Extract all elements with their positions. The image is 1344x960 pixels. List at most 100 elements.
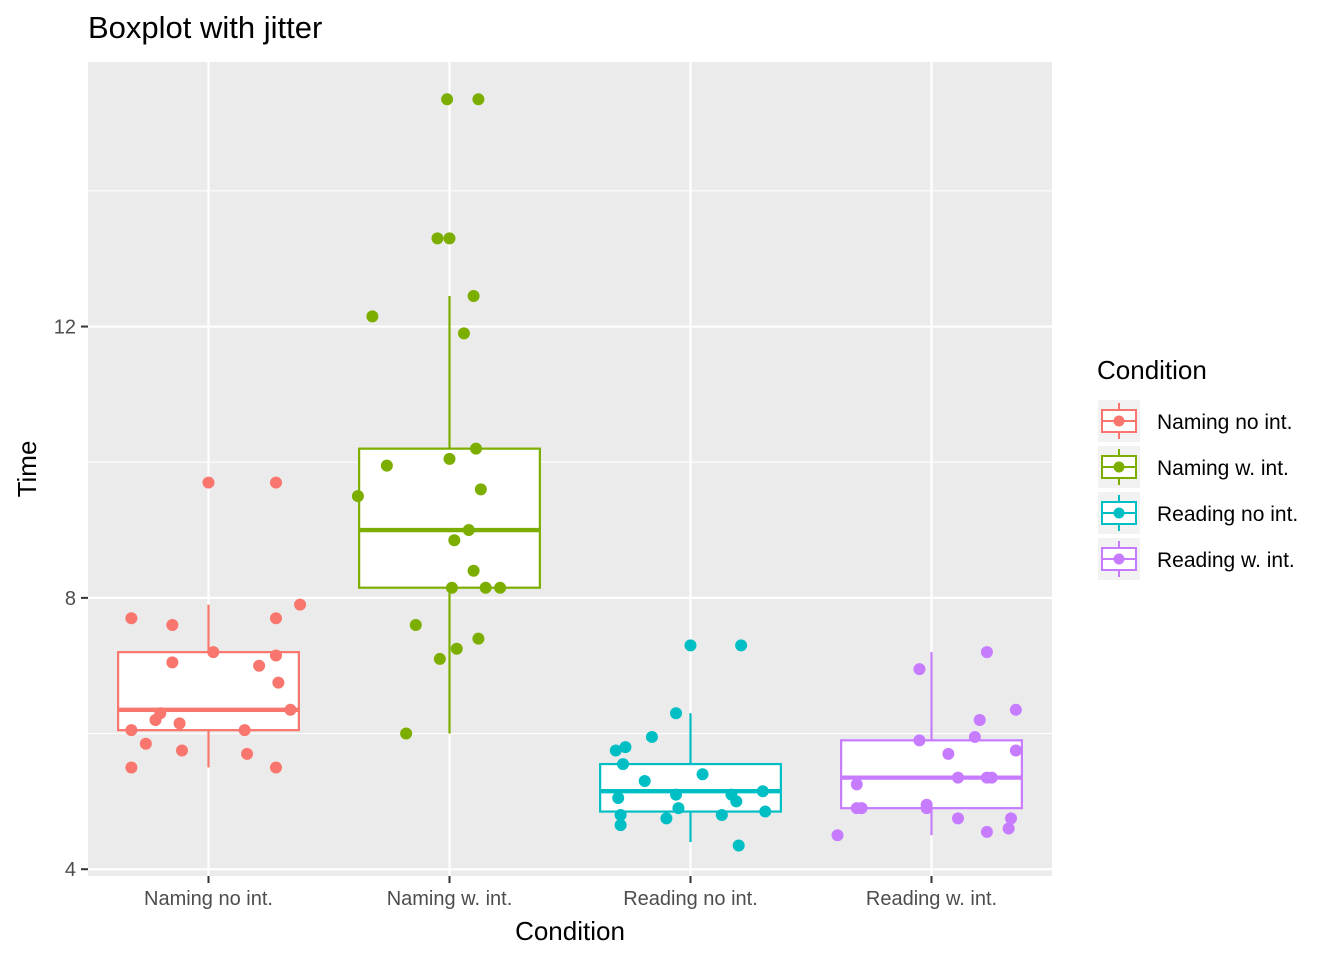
data-point [139, 737, 152, 750]
data-point [638, 775, 651, 788]
data-point [380, 459, 393, 472]
data-point [125, 612, 138, 625]
data-point [443, 452, 456, 465]
data-point [294, 598, 307, 611]
data-point [173, 717, 186, 730]
boxes [117, 296, 1023, 843]
legend: Condition Naming no int. Naming w. int. Re… [1097, 355, 1298, 580]
data-point [166, 619, 179, 632]
data-point [443, 232, 456, 245]
data-point [154, 707, 167, 720]
data-point [670, 707, 683, 720]
data-point [467, 564, 480, 577]
data-point [609, 744, 622, 757]
data-point [241, 747, 254, 760]
box [599, 762, 782, 813]
data-point [474, 483, 487, 496]
data-point [980, 646, 993, 659]
data-point [448, 534, 461, 547]
data-point [1009, 744, 1022, 757]
box [358, 447, 541, 589]
data-point [980, 825, 993, 838]
data-point [269, 761, 282, 774]
y-tick-label: 8 [65, 588, 76, 610]
data-point [735, 639, 748, 652]
data-point [619, 741, 632, 754]
x-tick-label: Reading no int. [623, 888, 758, 910]
data-point [985, 771, 998, 784]
legend-title: Condition [1097, 355, 1207, 385]
data-point [470, 442, 483, 455]
x-tick-label: Naming no int. [144, 888, 273, 910]
data-point [672, 802, 685, 815]
legend-label: Naming no int. [1157, 411, 1292, 434]
data-point [730, 795, 743, 808]
data-point [125, 724, 138, 737]
data-point [366, 310, 379, 323]
legend-key-point [1113, 507, 1125, 519]
legend-label: Reading no int. [1157, 503, 1298, 526]
legend-label: Reading w. int. [1157, 549, 1295, 572]
data-point [660, 812, 673, 825]
data-point [202, 476, 215, 489]
data-point [269, 612, 282, 625]
data-point [756, 785, 769, 798]
data-point [1002, 822, 1015, 835]
data-point [942, 747, 955, 760]
data-point [457, 327, 470, 340]
data-point [612, 791, 625, 804]
legend-key-point [1113, 461, 1125, 473]
data-point [973, 713, 986, 726]
data-point [715, 808, 728, 821]
data-point [684, 639, 697, 652]
data-point [125, 761, 138, 774]
data-point [759, 805, 772, 818]
data-point [462, 524, 475, 537]
jitter-points [125, 93, 1022, 852]
data-point [400, 727, 413, 740]
data-point [272, 676, 285, 689]
data-point [831, 829, 844, 842]
data-point [409, 619, 422, 632]
data-point [614, 819, 627, 832]
x-axis: Naming no int. Naming w. int. Reading no i… [144, 876, 997, 910]
data-point [968, 730, 981, 743]
data-point [253, 659, 266, 672]
y-axis: 4 8 12 [54, 317, 88, 881]
data-point [175, 744, 188, 757]
data-point [467, 290, 480, 303]
data-point [472, 632, 485, 645]
data-point [472, 93, 485, 106]
data-point [920, 802, 933, 815]
data-point [855, 802, 868, 815]
data-point [952, 812, 965, 825]
data-point [614, 808, 627, 821]
data-point [351, 490, 364, 503]
data-point [431, 232, 444, 245]
data-point [913, 734, 926, 747]
x-tick-label: Naming w. int. [387, 888, 513, 910]
box [117, 651, 300, 732]
legend-key-point [1113, 415, 1125, 427]
data-point [850, 778, 863, 791]
data-point [445, 581, 458, 594]
legend-key-point [1113, 553, 1125, 565]
data-point [1009, 703, 1022, 716]
x-tick-label: Reading w. int. [866, 888, 997, 910]
data-point [952, 771, 965, 784]
data-point [732, 839, 745, 852]
data-point [913, 663, 926, 676]
data-point [284, 703, 297, 716]
data-point [617, 758, 630, 771]
data-point [696, 768, 709, 781]
data-point [433, 652, 446, 665]
data-point [450, 642, 463, 655]
data-point [479, 581, 492, 594]
y-tick-label: 4 [65, 859, 76, 881]
data-point [238, 724, 251, 737]
data-point [645, 730, 658, 743]
legend-label: Naming w. int. [1157, 457, 1289, 480]
x-axis-title: Condition [515, 916, 625, 946]
data-point [166, 656, 179, 669]
